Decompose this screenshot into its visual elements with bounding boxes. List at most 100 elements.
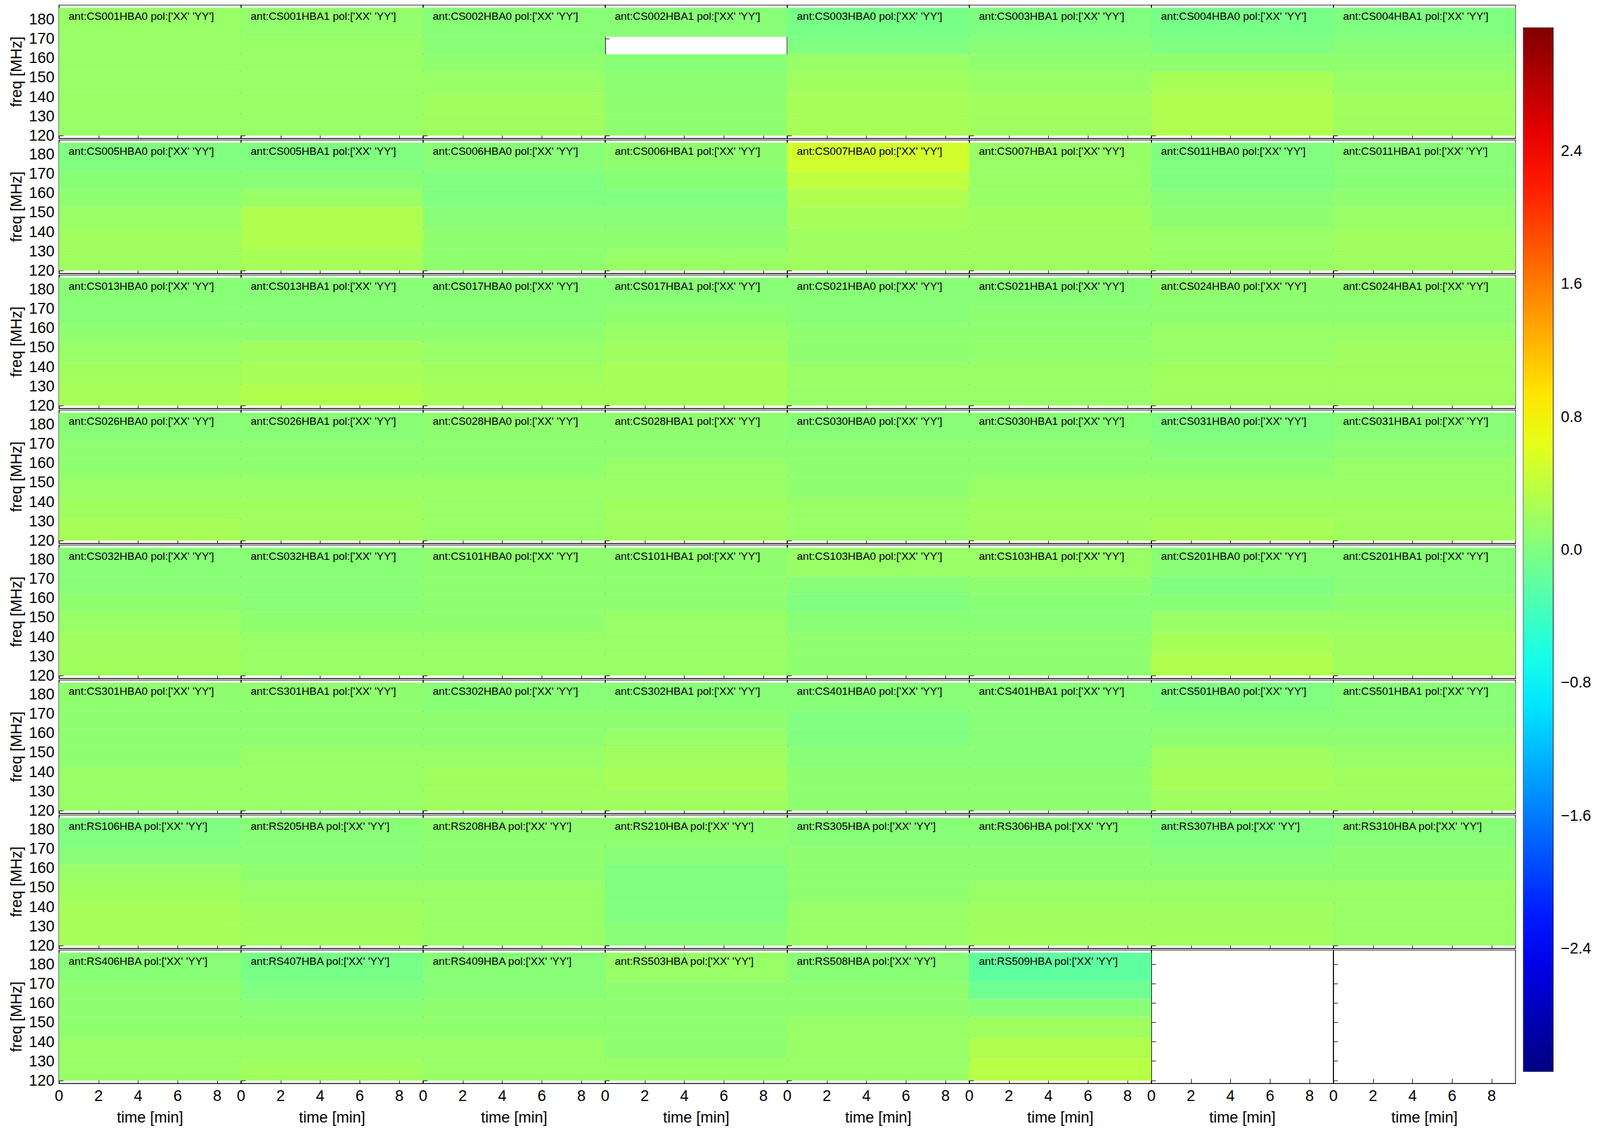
svg-text:time [min]: time [min]: [480, 1108, 548, 1126]
svg-text:ant:CS028HBA0 pol:['XX' 'YY']: ant:CS028HBA0 pol:['XX' 'YY']: [432, 415, 578, 428]
svg-text:180: 180: [28, 145, 55, 163]
svg-text:freq [MHz]: freq [MHz]: [7, 711, 25, 783]
svg-text:120: 120: [28, 127, 55, 145]
svg-text:time [min]: time [min]: [1209, 1108, 1276, 1126]
svg-text:150: 150: [28, 1013, 55, 1031]
svg-text:170: 170: [28, 570, 55, 588]
svg-text:ant:CS024HBA1 pol:['XX' 'YY']: ant:CS024HBA1 pol:['XX' 'YY']: [1343, 280, 1489, 293]
svg-text:ant:CS006HBA0 pol:['XX' 'YY']: ant:CS006HBA0 pol:['XX' 'YY']: [432, 145, 578, 158]
svg-text:0: 0: [236, 1087, 246, 1105]
svg-text:2: 2: [1186, 1087, 1196, 1105]
svg-text:6: 6: [355, 1087, 365, 1105]
svg-text:ant:CS017HBA1 pol:['XX' 'YY']: ant:CS017HBA1 pol:['XX' 'YY']: [614, 280, 761, 293]
svg-text:ant:CS001HBA1 pol:['XX' 'YY']: ant:CS001HBA1 pol:['XX' 'YY']: [250, 10, 396, 23]
svg-text:150: 150: [28, 743, 55, 761]
svg-text:6: 6: [1447, 1087, 1457, 1105]
svg-text:1.6: 1.6: [1560, 275, 1583, 293]
svg-text:ant:CS004HBA1 pol:['XX' 'YY']: ant:CS004HBA1 pol:['XX' 'YY']: [1343, 10, 1489, 23]
svg-text:0: 0: [600, 1087, 610, 1105]
svg-text:ant:CS201HBA1 pol:['XX' 'YY']: ant:CS201HBA1 pol:['XX' 'YY']: [1343, 550, 1489, 563]
svg-text:6: 6: [901, 1087, 911, 1105]
svg-text:120: 120: [28, 1071, 55, 1089]
svg-text:ant:CS028HBA1 pol:['XX' 'YY']: ant:CS028HBA1 pol:['XX' 'YY']: [614, 415, 761, 428]
svg-text:ant:CS021HBA1 pol:['XX' 'YY']: ant:CS021HBA1 pol:['XX' 'YY']: [978, 280, 1125, 293]
svg-text:ant:CS003HBA0 pol:['XX' 'YY']: ant:CS003HBA0 pol:['XX' 'YY']: [796, 10, 943, 23]
svg-text:ant:CS021HBA0 pol:['XX' 'YY']: ant:CS021HBA0 pol:['XX' 'YY']: [796, 280, 943, 293]
svg-text:170: 170: [28, 704, 55, 723]
svg-text:160: 160: [28, 994, 55, 1012]
svg-text:ant:CS103HBA1 pol:['XX' 'YY']: ant:CS103HBA1 pol:['XX' 'YY']: [978, 550, 1125, 563]
svg-text:8: 8: [395, 1087, 404, 1105]
svg-text:0.8: 0.8: [1560, 408, 1583, 426]
svg-text:4: 4: [1044, 1087, 1053, 1105]
svg-text:ant:RS305HBA pol:['XX' 'YY']: ant:RS305HBA pol:['XX' 'YY']: [796, 820, 936, 833]
svg-text:140: 140: [28, 493, 55, 511]
svg-text:2: 2: [822, 1087, 831, 1105]
svg-text:ant:CS011HBA1 pol:['XX' 'YY']: ant:CS011HBA1 pol:['XX' 'YY']: [1343, 145, 1488, 158]
svg-text:160: 160: [28, 184, 55, 202]
svg-text:ant:CS401HBA1 pol:['XX' 'YY']: ant:CS401HBA1 pol:['XX' 'YY']: [978, 685, 1125, 698]
svg-text:freq [MHz]: freq [MHz]: [7, 306, 25, 378]
svg-text:140: 140: [28, 1033, 55, 1051]
svg-text:2: 2: [458, 1087, 467, 1105]
svg-text:0: 0: [964, 1087, 974, 1105]
svg-text:180: 180: [28, 955, 55, 973]
svg-text:ant:RS508HBA pol:['XX' 'YY']: ant:RS508HBA pol:['XX' 'YY']: [796, 955, 936, 968]
svg-text:freq [MHz]: freq [MHz]: [7, 36, 25, 108]
svg-text:ant:RS509HBA pol:['XX' 'YY']: ant:RS509HBA pol:['XX' 'YY']: [978, 955, 1118, 968]
svg-text:130: 130: [28, 107, 55, 125]
svg-text:ant:CS007HBA1 pol:['XX' 'YY']: ant:CS007HBA1 pol:['XX' 'YY']: [978, 145, 1125, 158]
svg-text:180: 180: [28, 280, 55, 298]
svg-text:time [min]: time [min]: [845, 1108, 912, 1126]
svg-text:4: 4: [133, 1087, 143, 1105]
svg-text:ant:CS031HBA1 pol:['XX' 'YY']: ant:CS031HBA1 pol:['XX' 'YY']: [1343, 415, 1489, 428]
svg-text:2: 2: [1368, 1087, 1378, 1105]
svg-text:ant:CS026HBA0 pol:['XX' 'YY']: ant:CS026HBA0 pol:['XX' 'YY']: [68, 415, 214, 428]
svg-text:4: 4: [497, 1087, 507, 1105]
svg-text:180: 180: [28, 685, 55, 703]
svg-text:ant:RS407HBA pol:['XX' 'YY']: ant:RS407HBA pol:['XX' 'YY']: [250, 955, 390, 968]
svg-text:130: 130: [28, 647, 55, 665]
svg-text:8: 8: [213, 1087, 222, 1105]
svg-text:freq [MHz]: freq [MHz]: [7, 441, 25, 513]
svg-text:0.0: 0.0: [1560, 541, 1583, 559]
svg-text:freq [MHz]: freq [MHz]: [7, 576, 25, 648]
svg-text:140: 140: [28, 628, 55, 646]
svg-text:2: 2: [1004, 1087, 1013, 1105]
svg-text:170: 170: [28, 839, 55, 858]
svg-text:ant:RS106HBA pol:['XX' 'YY']: ant:RS106HBA pol:['XX' 'YY']: [68, 820, 208, 833]
svg-text:120: 120: [28, 936, 55, 954]
svg-text:ant:CS101HBA1 pol:['XX' 'YY']: ant:CS101HBA1 pol:['XX' 'YY']: [614, 550, 761, 563]
svg-text:180: 180: [28, 415, 55, 433]
svg-text:160: 160: [28, 49, 55, 67]
svg-text:freq [MHz]: freq [MHz]: [7, 846, 25, 918]
svg-text:160: 160: [28, 724, 55, 742]
svg-text:ant:CS003HBA1 pol:['XX' 'YY']: ant:CS003HBA1 pol:['XX' 'YY']: [978, 10, 1125, 23]
svg-text:2: 2: [94, 1087, 103, 1105]
svg-text:6: 6: [537, 1087, 547, 1105]
svg-text:4: 4: [680, 1087, 689, 1105]
svg-text:120: 120: [28, 397, 55, 415]
svg-text:150: 150: [28, 878, 55, 896]
svg-text:160: 160: [28, 454, 55, 472]
svg-text:4: 4: [862, 1087, 871, 1105]
svg-text:time [min]: time [min]: [1391, 1108, 1458, 1126]
svg-text:ant:CS004HBA0 pol:['XX' 'YY']: ant:CS004HBA0 pol:['XX' 'YY']: [1161, 10, 1307, 23]
svg-text:0: 0: [418, 1087, 428, 1105]
svg-text:ant:RS210HBA pol:['XX' 'YY']: ant:RS210HBA pol:['XX' 'YY']: [614, 820, 754, 833]
svg-text:170: 170: [28, 435, 55, 453]
svg-text:150: 150: [28, 338, 55, 356]
svg-text:ant:CS001HBA0 pol:['XX' 'YY']: ant:CS001HBA0 pol:['XX' 'YY']: [68, 10, 214, 23]
svg-text:170: 170: [28, 974, 55, 992]
svg-text:160: 160: [28, 589, 55, 607]
svg-text:ant:RS208HBA pol:['XX' 'YY']: ant:RS208HBA pol:['XX' 'YY']: [432, 820, 572, 833]
svg-text:130: 130: [28, 377, 55, 395]
svg-text:ant:CS401HBA0 pol:['XX' 'YY']: ant:CS401HBA0 pol:['XX' 'YY']: [796, 685, 943, 698]
svg-text:ant:CS030HBA1 pol:['XX' 'YY']: ant:CS030HBA1 pol:['XX' 'YY']: [978, 415, 1125, 428]
svg-text:ant:CS302HBA1 pol:['XX' 'YY']: ant:CS302HBA1 pol:['XX' 'YY']: [614, 685, 761, 698]
svg-text:ant:CS501HBA0 pol:['XX' 'YY']: ant:CS501HBA0 pol:['XX' 'YY']: [1161, 685, 1307, 698]
svg-text:freq [MHz]: freq [MHz]: [7, 171, 25, 243]
svg-text:130: 130: [28, 242, 55, 260]
svg-text:6: 6: [1083, 1087, 1093, 1105]
svg-text:2: 2: [640, 1087, 649, 1105]
